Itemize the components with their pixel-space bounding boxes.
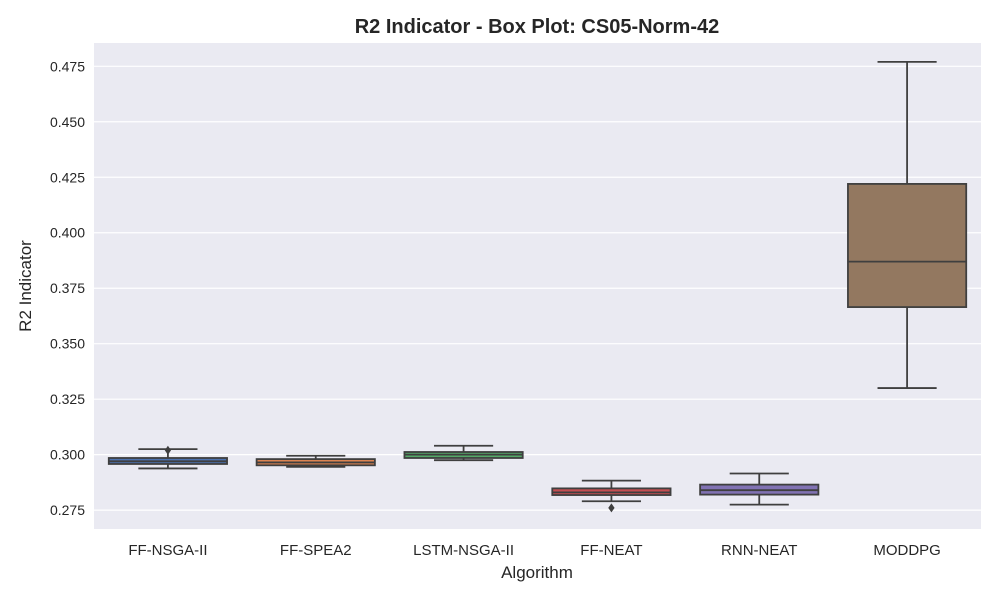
box-group: [699, 472, 820, 506]
y-tick-label: 0.400: [50, 225, 85, 241]
box-layer: [107, 60, 968, 513]
x-tick-label: RNN-NEAT: [721, 542, 797, 559]
y-tick-label: 0.325: [50, 391, 85, 407]
y-tick-label: 0.475: [50, 58, 85, 74]
outlier-point: [608, 503, 615, 513]
y-tick-labels: 0.275 0.300 0.325 0.350 0.375 0.400 0.425 0.450…: [50, 58, 85, 518]
y-tick-label: 0.275: [50, 502, 85, 518]
x-tick-label: MODDPG: [873, 542, 941, 559]
y-tick-label: 0.425: [50, 169, 85, 185]
x-axis-label: Algorithm: [501, 563, 573, 582]
box-group: [403, 444, 524, 462]
outlier-point: [164, 445, 172, 455]
box-group: [255, 454, 376, 468]
x-tick-label: FF-SPEA2: [280, 542, 352, 559]
y-tick-label: 0.300: [50, 447, 85, 463]
y-tick-label: 0.350: [50, 336, 85, 352]
grid-layer: [94, 65, 981, 511]
box-group: [551, 479, 672, 513]
x-tick-label: FF-NSGA-II: [128, 542, 207, 559]
plot-background: [94, 43, 981, 529]
y-tick-label: 0.450: [50, 114, 85, 130]
x-tick-label: LSTM-NSGA-II: [413, 542, 514, 559]
x-tick-label: FF-NEAT: [580, 542, 642, 559]
box-group: [847, 60, 968, 389]
x-tick-labels: FF-NSGA-II FF-SPEA2 LSTM-NSGA-II FF-NEAT RNN…: [128, 542, 941, 559]
y-tick-label: 0.375: [50, 280, 85, 296]
box-group: [107, 445, 228, 470]
chart-title: R2 Indicator - Box Plot: CS05-Norm-42: [355, 16, 720, 38]
y-axis-label: R2 Indicator: [16, 240, 35, 332]
box-iqr: [847, 183, 968, 308]
